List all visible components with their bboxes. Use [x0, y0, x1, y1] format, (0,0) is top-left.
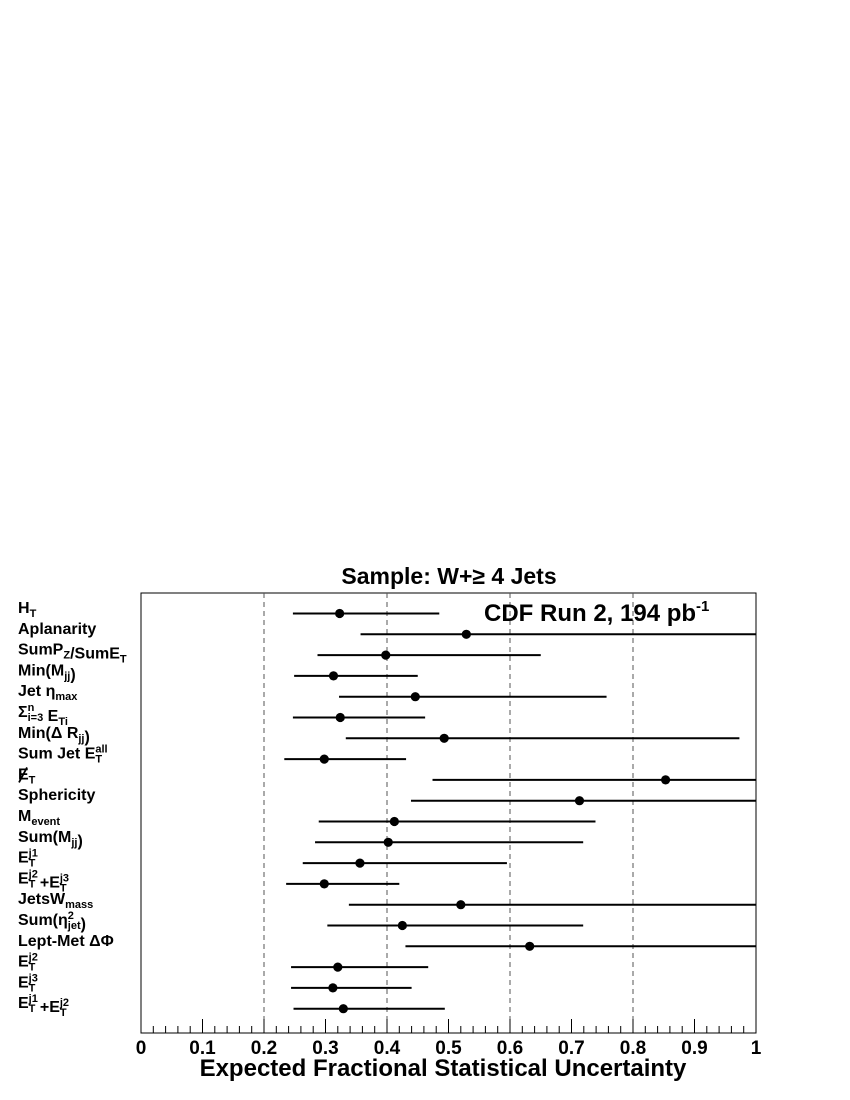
plot-frame: [140, 592, 757, 1034]
category-label: Ej3 T: [18, 972, 38, 994]
category-label: Ej2 T +Ej3 T: [18, 868, 69, 894]
category-label: Aplanarity: [18, 621, 96, 638]
data-point: [338, 1004, 348, 1014]
category-label: Sum Jet Eall T: [18, 744, 108, 766]
data-point: [383, 837, 393, 847]
x-tick-label: 0.9: [681, 1038, 707, 1059]
data-points: [319, 608, 671, 1014]
data-point: [328, 671, 339, 681]
category-label: Lept-Met ΔΦ: [18, 933, 114, 950]
x-tick-label: 0.4: [374, 1038, 401, 1059]
error-bars: [284, 612, 756, 1010]
chart-title: Sample: W+≥ 4 Jets: [341, 563, 556, 589]
x-tick-label: 1: [751, 1038, 762, 1059]
category-label: Sum(η2 jet): [18, 910, 86, 933]
annotation-superscript: -1: [696, 598, 709, 615]
data-point: [319, 879, 329, 889]
category-label: Ej1 T: [18, 848, 38, 870]
data-point: [397, 920, 407, 931]
x-tick-label: 0.2: [251, 1038, 277, 1059]
data-point: [335, 712, 345, 723]
category-label: Min(Δ Rjj): [18, 725, 90, 746]
category-label: Sum(Mjj): [18, 829, 83, 850]
x-tick-label: 0.7: [558, 1038, 584, 1059]
data-point: [328, 983, 338, 993]
category-label: SumPZ/SumET: [18, 642, 127, 666]
data-point: [439, 733, 449, 743]
category-label: Sphericity: [18, 787, 95, 804]
category-label: JetsWmass: [18, 891, 93, 911]
data-point: [389, 816, 399, 827]
x-tick-label: 0.1: [189, 1038, 216, 1059]
data-point: [574, 796, 585, 806]
x-tick-label: 0.8: [620, 1038, 646, 1059]
category-label: Mevent: [18, 808, 60, 828]
chart-annotation: CDF Run 2, 194 pb-1: [484, 598, 709, 627]
x-axis: 0 0.1 0.2 0.3 0.4 0.5 0.6 0.7 0.8 0.9 1: [136, 1019, 762, 1059]
category-label: Ej2 T: [18, 952, 38, 974]
data-point: [461, 629, 471, 639]
plot-area: 0 0.1 0.2 0.3 0.4 0.5 0.6 0.7 0.8 0.9 1: [136, 592, 762, 1059]
x-tick-label: 0.6: [497, 1038, 523, 1059]
annotation-text: CDF Run 2, 194 pb: [484, 600, 696, 627]
slash-mark: [18, 766, 28, 783]
category-label: Min(Mjj): [18, 662, 76, 683]
x-axis-title: Expected Fractional Statistical Uncertai…: [200, 1055, 687, 1082]
x-tick-label: 0.5: [435, 1038, 462, 1059]
data-point: [319, 754, 329, 764]
data-point: [333, 962, 343, 972]
x-tick-label: 0: [136, 1038, 147, 1059]
data-point: [456, 900, 466, 910]
category-label: Σn i=3 ETi: [18, 702, 68, 728]
data-point: [660, 775, 671, 785]
data-point: [355, 858, 365, 868]
data-point: [381, 650, 391, 660]
data-point: [410, 692, 420, 702]
category-label: Jet ηmax: [18, 683, 78, 703]
gridlines: [263, 593, 634, 1033]
category-label: Ej1 T +Ej2 T: [18, 993, 69, 1019]
data-point: [335, 608, 345, 619]
data-point: [525, 941, 535, 951]
category-label: HT: [18, 600, 37, 620]
x-tick-label: 0.3: [312, 1038, 338, 1059]
